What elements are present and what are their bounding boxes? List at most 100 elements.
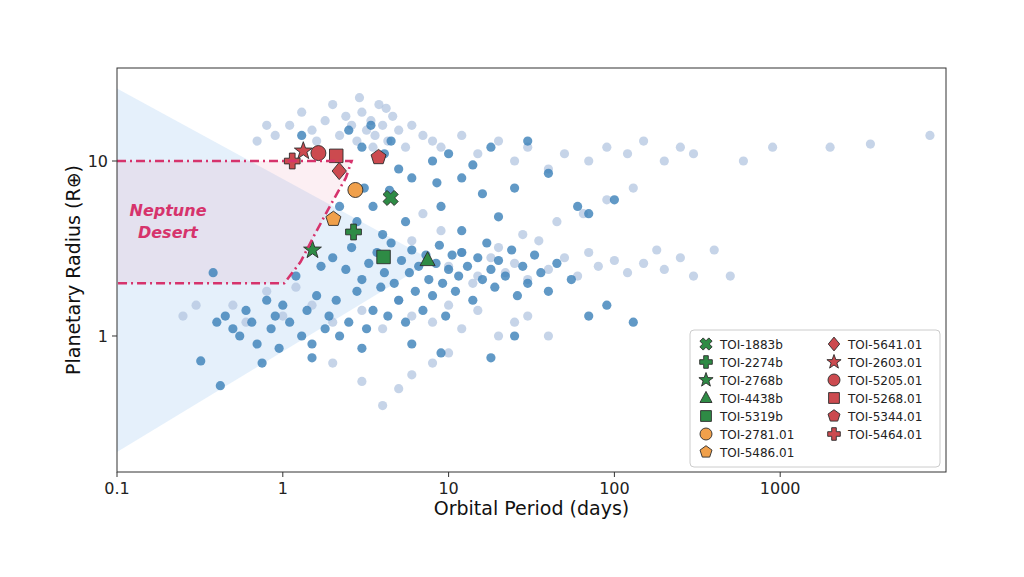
planet-point <box>494 212 503 221</box>
legend-label: TOI-2768b <box>719 374 783 388</box>
planet-point <box>560 253 569 262</box>
planet-point <box>629 318 638 327</box>
planet-point <box>394 296 403 305</box>
planet-point <box>394 296 403 305</box>
planet-marker <box>346 224 362 240</box>
planet-point <box>271 311 280 320</box>
planet-point <box>448 250 457 259</box>
planet-point <box>594 262 603 271</box>
planet-marker <box>383 190 398 205</box>
planet-point <box>355 93 364 102</box>
planet-point <box>428 156 437 165</box>
planet-point <box>401 318 410 327</box>
planet-point <box>457 324 466 333</box>
planet-point <box>285 121 294 130</box>
legend: TOI-1883bTOI-2274bTOI-2768bTOI-4438bTOI-… <box>690 330 940 467</box>
planet-point <box>623 268 632 277</box>
highlight-series <box>348 182 363 197</box>
planet-point <box>328 253 337 262</box>
legend-label: TOI-2781.01 <box>719 428 794 442</box>
highlight-series <box>420 252 435 266</box>
planet-point <box>676 253 685 262</box>
planet-point <box>457 173 466 182</box>
planet-point <box>394 126 403 135</box>
legend-marker <box>700 428 712 440</box>
planet-point <box>328 100 337 109</box>
x-tick-label: 0.1 <box>104 479 129 498</box>
x-tick <box>448 472 449 477</box>
planet-point <box>368 143 377 152</box>
planet-point <box>344 126 353 135</box>
planet-point <box>660 156 669 165</box>
planet-marker <box>348 182 363 197</box>
planet-point <box>235 331 244 340</box>
planet-point <box>378 324 387 333</box>
planet-point <box>411 287 420 296</box>
planet-point <box>221 311 230 320</box>
planet-point <box>739 156 748 165</box>
planet-point <box>602 301 611 310</box>
planet-point <box>407 245 416 254</box>
planet-point <box>468 160 477 169</box>
planet-point <box>262 296 271 305</box>
planet-point <box>418 306 427 315</box>
legend-marker <box>700 446 712 457</box>
planet-point <box>623 149 632 158</box>
desert-fill <box>117 161 352 283</box>
planet-point <box>494 243 503 252</box>
planet-point <box>486 143 495 152</box>
planet-point <box>383 311 392 320</box>
planet-point <box>291 283 300 292</box>
planet-marker <box>332 162 346 179</box>
planet-point <box>490 283 499 292</box>
legend-marker <box>828 374 840 386</box>
planet-point <box>407 236 416 245</box>
x-tick-label: 10 <box>438 479 458 498</box>
y-tick-label: 10 <box>88 152 108 171</box>
planet-point <box>610 256 619 265</box>
planet-point <box>444 265 453 274</box>
planet-point <box>544 287 553 296</box>
planet-point <box>388 112 397 121</box>
planet-point <box>357 306 366 315</box>
planet-point <box>468 296 477 305</box>
planet-point <box>639 259 648 268</box>
planet-point <box>584 209 593 218</box>
planet-point <box>394 384 403 393</box>
planet-point <box>407 339 416 348</box>
planet-point <box>335 202 344 211</box>
x-tick <box>282 472 283 477</box>
planet-point <box>478 189 487 198</box>
planet-point <box>307 353 316 362</box>
planet-point <box>473 253 482 262</box>
planet-point <box>435 241 444 250</box>
planet-point <box>341 112 350 121</box>
planet-point <box>390 279 399 288</box>
planet-point <box>364 259 373 268</box>
planet-point <box>494 331 503 340</box>
legend-label: TOI-5268.01 <box>847 392 922 406</box>
planet-point <box>376 283 385 292</box>
planet-point <box>357 275 366 284</box>
planet-point <box>639 136 648 145</box>
background-series <box>196 121 638 391</box>
planet-point <box>428 136 437 145</box>
legend-label: TOI-2603.01 <box>847 356 922 370</box>
planet-point <box>418 131 427 140</box>
x-tick-label: 1000 <box>760 479 801 498</box>
planet-point <box>285 318 294 327</box>
desert-line-group <box>117 161 352 283</box>
planet-marker <box>294 142 312 159</box>
planet-point <box>382 104 391 113</box>
planet-point <box>428 358 437 367</box>
planet-point <box>247 318 256 327</box>
planet-point <box>486 265 495 274</box>
planet-point <box>316 262 325 271</box>
planet-point <box>380 268 389 277</box>
planet-point <box>357 143 366 152</box>
legend-label: TOI-5205.01 <box>847 374 922 388</box>
highlight-series <box>304 241 322 258</box>
planet-point <box>660 265 669 274</box>
planet-point <box>436 202 445 211</box>
planet-point <box>602 143 611 152</box>
